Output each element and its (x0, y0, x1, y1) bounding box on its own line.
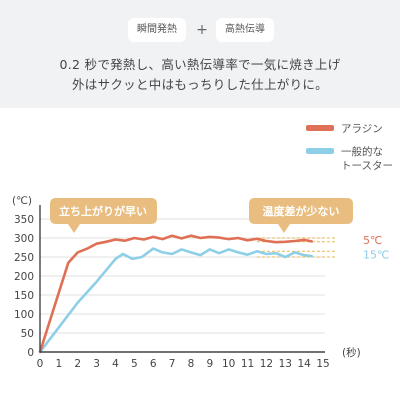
headline-line-2: 外はサクッと中はもっちりした仕上がりに。 (71, 77, 328, 92)
x-tick-2: 2 (74, 358, 81, 370)
annotation-small-diff: 温度差が少ない (249, 198, 353, 233)
legend: アラジン 一般的な トースター (306, 123, 393, 172)
x-tick-3: 3 (93, 358, 100, 370)
annotation-fast-rise-bubble (50, 198, 157, 233)
band-label-toaster: 15℃ (363, 248, 389, 261)
series-line-1 (38, 247, 313, 354)
y-tick-300: 300 (14, 233, 34, 245)
chart-axes (39, 205, 325, 353)
x-tick-13: 13 (279, 358, 292, 370)
legend-swatch-toaster (306, 148, 334, 154)
legend-label-aladdin: アラジン (341, 123, 383, 135)
annotation-small-diff-bubble (249, 198, 353, 233)
tag-instant-heat: 瞬間発熱 (128, 18, 186, 42)
y-axis-label: (℃) (12, 195, 32, 207)
chart-bands (256, 237, 337, 258)
legend-label-toaster-line2: トースター (341, 160, 393, 172)
y-tick-50: 50 (21, 328, 34, 340)
x-tick-7: 7 (169, 358, 176, 370)
x-tick-14: 14 (297, 358, 311, 370)
header-banner: 瞬間発熱 + 高熱伝導 0.2 秒で発熱し、高い熱伝導率で一気に焼き上げ 外はサ… (0, 0, 400, 108)
band-label-aladdin: 5℃ (363, 234, 382, 247)
annotation-fast-rise: 立ち上がりが早い (50, 198, 157, 233)
chart-series (38, 234, 313, 354)
x-tick-5: 5 (131, 358, 138, 370)
x-tick-0: 0 (37, 358, 44, 370)
x-tick-4: 4 (112, 358, 119, 370)
y-tick-0: 0 (27, 347, 34, 359)
y-tick-250: 250 (14, 252, 34, 264)
legend-label-toaster-line1: 一般的な (341, 145, 383, 158)
y-tick-100: 100 (14, 309, 34, 321)
x-tick-10: 10 (222, 358, 235, 370)
x-tick-11: 11 (241, 358, 254, 370)
series-line-0 (38, 234, 313, 354)
legend-swatch-aladdin (306, 125, 334, 131)
x-tick-6: 6 (150, 358, 157, 370)
chart-gridlines (40, 218, 325, 334)
x-tick-9: 9 (206, 358, 213, 370)
x-axis-label: (秒) (342, 346, 361, 359)
x-tick-1: 1 (56, 358, 63, 370)
plus-icon: + (196, 22, 208, 38)
y-tick-200: 200 (14, 271, 34, 283)
x-tick-15: 15 (316, 358, 329, 370)
annotation-small-diff-text: 温度差が少ない (263, 204, 340, 218)
y-tick-150: 150 (14, 290, 34, 302)
x-tick-8: 8 (188, 358, 195, 370)
tag-high-conductivity: 高熱伝導 (216, 18, 274, 42)
annotation-fast-rise-text: 立ち上がりが早い (59, 204, 147, 218)
y-tick-350: 350 (14, 214, 34, 226)
headline-line-1: 0.2 秒で発熱し、高い熱伝導率で一気に焼き上げ (59, 57, 341, 72)
x-tick-12: 12 (260, 358, 273, 370)
